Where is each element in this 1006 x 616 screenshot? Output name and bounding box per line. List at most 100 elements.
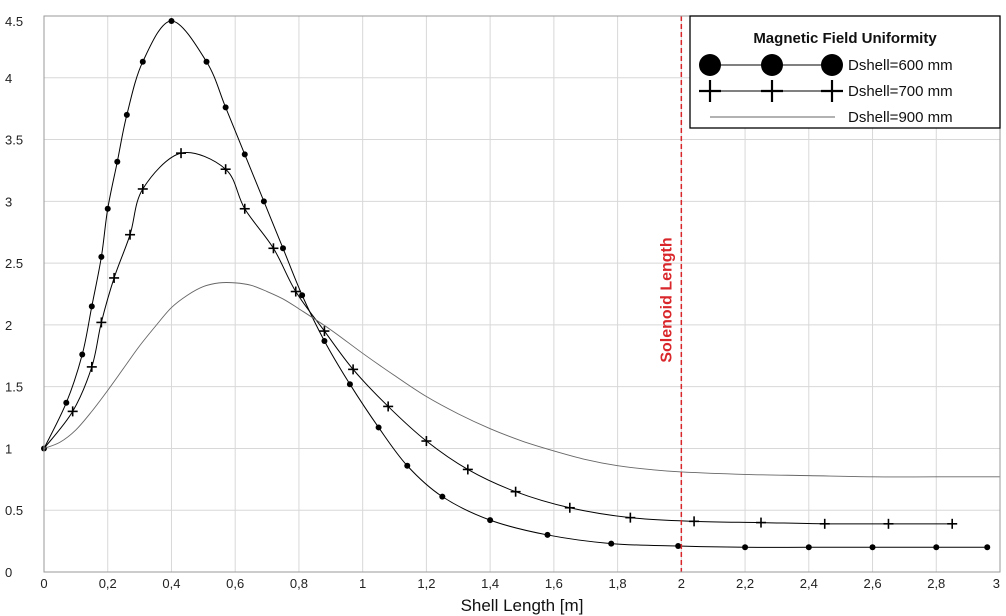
y-tick-label: 4	[5, 71, 12, 86]
x-tick-label: 0,4	[162, 576, 180, 591]
data-point-circle	[805, 544, 812, 551]
plot-border	[43, 15, 1001, 573]
y-tick-label: 2	[5, 318, 12, 333]
data-point-circle	[123, 111, 130, 118]
data-point-plus	[137, 183, 148, 194]
data-point-circle	[869, 544, 876, 551]
data-point-circle	[139, 58, 146, 65]
data-point-plus	[819, 518, 830, 529]
series-line	[43, 282, 1000, 478]
data-point-circle	[439, 493, 446, 500]
y-tick-label: 3	[5, 194, 12, 209]
y-tick-labels: 0 0.5 1 1.5 2 2.5 3 3.5 4 4.5	[5, 14, 23, 580]
x-tick-label: 3	[993, 576, 1000, 591]
data-point-plus	[220, 164, 231, 175]
legend-item: Dshell=700 mm	[699, 80, 953, 102]
x-tick-label: 1,2	[417, 576, 435, 591]
data-point-circle	[168, 17, 175, 24]
data-point-circle	[346, 381, 353, 388]
legend-label: Dshell=600 mm	[848, 57, 953, 74]
data-point-circle	[98, 253, 105, 260]
solenoid-length-marker: Solenoid Length	[658, 16, 683, 572]
data-point-plus	[290, 286, 301, 297]
x-tick-label: 0,2	[99, 576, 117, 591]
x-tick-label: 0,6	[226, 576, 244, 591]
y-tick-label: 2.5	[5, 256, 23, 271]
x-tick-label: 2,4	[800, 576, 818, 591]
data-point-circle	[404, 462, 411, 469]
y-tick-label: 1.5	[5, 380, 23, 395]
data-point-plus	[383, 401, 394, 412]
data-point-plus	[756, 517, 766, 528]
data-point-circle	[203, 58, 210, 65]
legend-marker-circle	[761, 54, 783, 76]
data-point-circle	[675, 543, 682, 550]
series-3	[43, 282, 1000, 478]
data-point-circle	[544, 531, 551, 538]
data-point-plus	[319, 326, 330, 337]
data-point-plus	[109, 272, 120, 283]
legend-marker-circle	[821, 54, 843, 76]
data-point-circle	[280, 245, 286, 252]
x-tick-labels: 0 0,2 0,4 0,6 0,8 1 1,2 1,4 1,6 1,8 2 2,2 2,4 2,6 2,8 3	[40, 576, 1000, 591]
y-tick-label: 0.5	[5, 503, 23, 518]
data-point-plus	[268, 243, 279, 254]
data-point-circle	[984, 544, 991, 551]
data-point-circle	[260, 198, 267, 205]
data-point-plus	[462, 464, 473, 475]
data-point-plus	[510, 486, 521, 497]
legend-item: Dshell=600 mm	[699, 54, 953, 76]
data-point-circle	[375, 424, 382, 431]
data-point-plus	[564, 502, 575, 513]
data-point-circle	[742, 544, 749, 551]
legend: Magnetic Field Uniformity Dshell=600 mm Ds…	[689, 15, 1001, 129]
data-point-circle	[104, 205, 111, 212]
data-point-plus	[883, 518, 894, 529]
data-point-plus	[689, 516, 700, 527]
x-tick-label: 1,6	[545, 576, 563, 591]
legend-box	[689, 15, 1001, 129]
data-point-plus	[176, 148, 187, 159]
y-tick-label: 4.5	[5, 14, 23, 29]
data-point-plus	[421, 436, 432, 447]
data-point-plus	[947, 518, 958, 529]
data-point-circle	[222, 104, 229, 111]
y-tick-label: 1	[5, 441, 12, 456]
x-tick-label: 0,8	[290, 576, 308, 591]
data-point-plus	[67, 406, 78, 417]
data-point-plus	[86, 361, 97, 372]
data-point-circle	[608, 540, 615, 547]
x-tick-label: 2	[678, 576, 685, 591]
data-point-circle	[299, 292, 306, 299]
x-tick-label: 2,6	[863, 576, 881, 591]
x-tick-label: 2,2	[736, 576, 754, 591]
data-point-circle	[88, 303, 95, 310]
data-point-circle	[321, 337, 328, 344]
legend-title: Magnetic Field Uniformity	[753, 30, 937, 47]
x-tick-label: 0	[40, 576, 47, 591]
series-2	[43, 148, 958, 529]
legend-label: Dshell=700 mm	[848, 83, 953, 100]
solenoid-length-label: Solenoid Length	[658, 237, 675, 362]
x-axis-title: Shell Length [m]	[461, 596, 584, 615]
series-1	[41, 17, 991, 551]
data-point-circle	[79, 351, 86, 358]
y-tick-label: 3.5	[5, 133, 23, 148]
x-tick-label: 1,4	[481, 576, 499, 591]
data-point-plus	[125, 229, 136, 240]
data-point-plus	[239, 203, 250, 214]
data-point-circle	[63, 399, 70, 406]
legend-label: Dshell=900 mm	[848, 109, 953, 126]
data-point-plus	[96, 317, 107, 328]
series-group	[41, 17, 1000, 551]
series-line	[43, 152, 953, 525]
data-point-circle	[487, 517, 494, 524]
x-tick-label: 1,8	[609, 576, 627, 591]
legend-marker-circle	[699, 54, 721, 76]
x-tick-label: 2,8	[927, 576, 945, 591]
legend-item: Dshell=900 mm	[710, 109, 953, 126]
data-point-circle	[114, 158, 121, 165]
y-tick-label: 0	[5, 565, 12, 580]
x-tick-label: 1	[359, 576, 366, 591]
